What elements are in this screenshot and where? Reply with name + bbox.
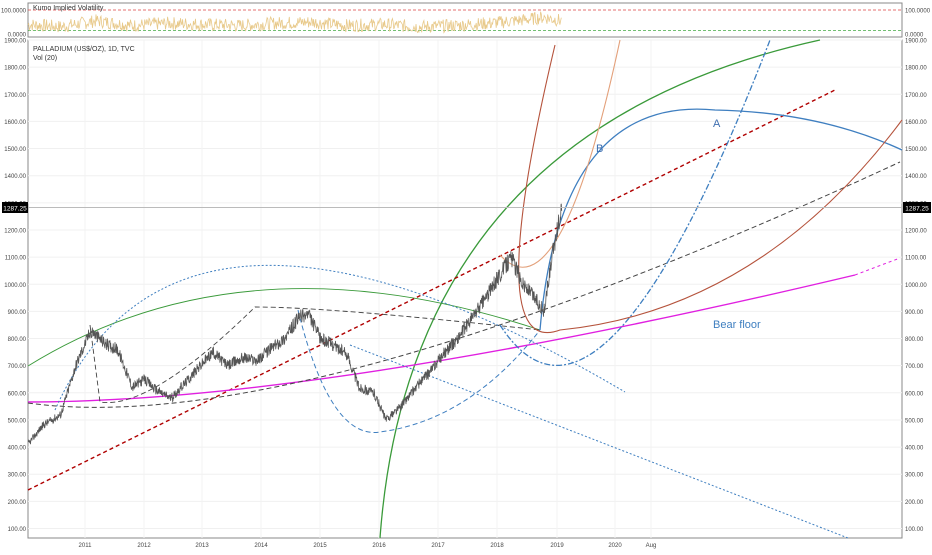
x-tick-label: 2018 (490, 543, 504, 549)
x-tick-label: 2014 (254, 543, 268, 549)
vol-series-line (27, 11, 562, 34)
y-tick-label-right: 1400.00 (905, 174, 927, 180)
red-dashed-trendline (27, 89, 836, 491)
vol-tick-label-left: 100.0000 (1, 9, 27, 15)
x-tick-label: 2013 (195, 543, 209, 549)
y-tick-label-right: 800.00 (905, 337, 924, 343)
label-bear-floor: Bear floor (713, 319, 761, 331)
x-tick-label: 2017 (431, 543, 445, 549)
y-tick-label-right: 400.00 (905, 446, 924, 452)
vol-tick-label-right: 0.0000 (905, 33, 924, 39)
label-a: A (713, 118, 721, 130)
y-tick-label-right: 200.00 (905, 500, 924, 506)
grey-dashed-trendline (27, 161, 901, 408)
price-line (28, 203, 563, 445)
grey-dashed-arc (89, 306, 541, 404)
price-badge-right: 1287.25 (903, 202, 931, 213)
y-tick-label-left: 600.00 (8, 391, 27, 397)
x-tick-label: 2011 (79, 543, 93, 549)
green-arc-left (27, 288, 541, 367)
blue-dashed-bowl (297, 309, 541, 433)
green-parabola (379, 39, 821, 539)
red-brown-parabola (518, 44, 903, 334)
y-tick-label-left: 800.00 (8, 337, 27, 343)
indicator-label: Vol (20) (33, 55, 57, 62)
y-tick-label-left: 1200.00 (4, 228, 26, 234)
y-tick-label-right: 1200.00 (905, 228, 927, 234)
y-tick-label-right: 900.00 (905, 310, 924, 316)
y-tick-label-left: 100.00 (8, 527, 27, 533)
vol-tick-label-right: 100.0000 (905, 9, 931, 15)
y-tick-label-left: 1900.00 (4, 39, 26, 45)
blue-arc-a-b (539, 108, 903, 331)
y-tick-label-right: 1000.00 (905, 283, 927, 289)
svg-text:1287.25: 1287.25 (905, 206, 929, 213)
y-tick-label-right: 1600.00 (905, 120, 927, 126)
x-tick-label: 2016 (372, 543, 386, 549)
y-tick-label-left: 1100.00 (5, 256, 27, 262)
y-tick-label-left: 900.00 (8, 310, 27, 316)
y-tick-label-left: 400.00 (8, 446, 27, 452)
y-tick-label-left: 1700.00 (4, 93, 26, 99)
y-tick-label-left: 1500.00 (4, 147, 26, 153)
y-tick-label-left: 1400.00 (4, 174, 26, 180)
y-tick-label-right: 600.00 (905, 391, 924, 397)
y-axis-right: 100.00 200.00 300.00 400.00 500.00 600.00 700.… (905, 39, 927, 534)
label-b: B (596, 143, 603, 155)
y-tick-label-left: 1800.00 (4, 66, 26, 72)
y-tick-label-left: 700.00 (8, 364, 27, 370)
y-tick-label-right: 1100.00 (905, 256, 927, 262)
y-tick-label-right: 1700.00 (905, 93, 927, 99)
x-tick-label: Aug (646, 543, 657, 549)
x-axis: 2011 2012 2013 2014 2015 2016 2017 2018 2019 2020… (79, 543, 657, 549)
price-badge-left: 1287.25 (2, 202, 28, 213)
y-tick-label-left: 1000.00 (4, 283, 26, 289)
price-series (28, 203, 563, 445)
x-tick-label: 2012 (137, 543, 151, 549)
y-tick-label-right: 100.00 (905, 527, 924, 533)
vol-tick-label-left: 0.0000 (8, 33, 27, 39)
y-tick-label-left: 200.00 (8, 500, 27, 506)
blue-dotted-decline (349, 344, 849, 539)
y-tick-label-left: 500.00 (8, 418, 27, 424)
svg-text:1287.25: 1287.25 (3, 206, 27, 213)
y-tick-label-right: 700.00 (905, 364, 924, 370)
drawing-overlays (27, 39, 903, 539)
volatility-pane: 100.0000 100.0000 0.0000 0.0000 (1, 9, 931, 39)
y-tick-label-right: 500.00 (905, 418, 924, 424)
y-tick-label-right: 300.00 (905, 473, 924, 479)
bear-floor-curve (27, 274, 856, 403)
bear-floor-extension (854, 257, 901, 276)
y-tick-label-left: 1600.00 (4, 120, 26, 126)
y-tick-label-right: 1800.00 (905, 66, 927, 72)
x-tick-label: 2020 (608, 543, 622, 549)
y-tick-label-left: 300.00 (8, 473, 27, 479)
y-tick-label-right: 1500.00 (905, 147, 927, 153)
volatility-title: Kumo Implied Volatility (33, 5, 104, 12)
symbol-title: PALLADIUM (US$/OZ), 1D, TVC (33, 46, 135, 53)
x-tick-label: 2019 (550, 543, 564, 549)
x-tick-label: 2015 (313, 543, 327, 549)
y-tick-label-right: 1900.00 (905, 39, 927, 45)
blue-dashdot-line (499, 39, 771, 366)
